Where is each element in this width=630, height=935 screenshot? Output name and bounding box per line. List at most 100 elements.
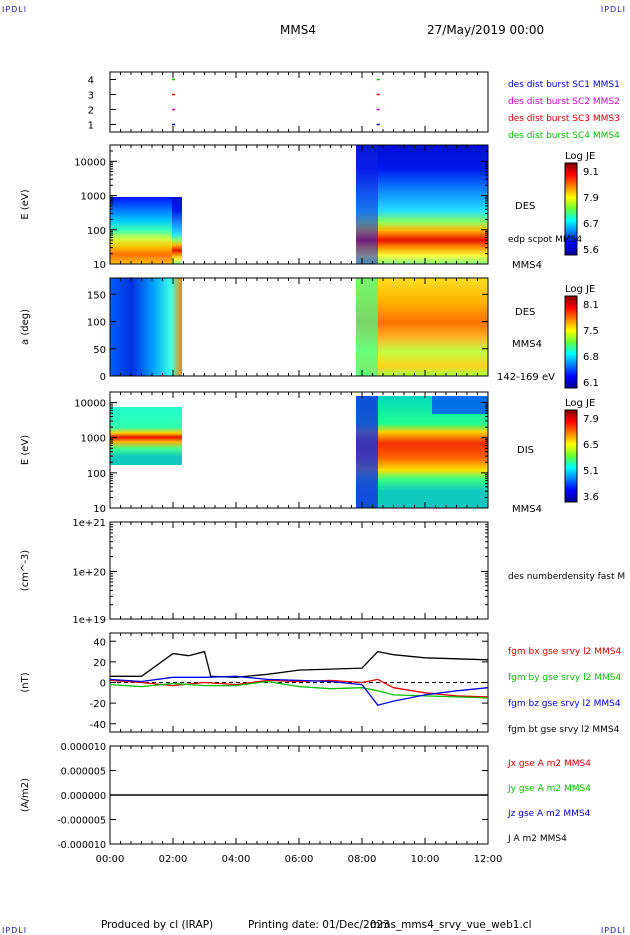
des-energy-ytick-label: 10000	[74, 157, 106, 168]
fgm-series-line	[110, 650, 489, 678]
dis-energy-colorbar-tick: 3.6	[583, 492, 599, 503]
des-energy-ytick-label: 1000	[81, 192, 106, 203]
des-energy-block-early	[110, 197, 172, 264]
fgm-ytick-label: 20	[93, 658, 106, 669]
burst-ytick-label: 1	[88, 121, 94, 132]
x-tick-label: 10:00	[411, 854, 440, 865]
dis-energy-colorbar-title: Log JE	[565, 398, 595, 409]
des-energy-colorbar-tick: 5.6	[583, 245, 599, 256]
des-energy-colorbar-tick: 6.7	[583, 219, 599, 230]
x-tick-label: 06:00	[285, 854, 314, 865]
corner-label-bottom-right: IPDLI	[600, 926, 626, 935]
des-pitch-spectrogram	[110, 278, 488, 376]
des-energy-ytick-label: 10	[93, 260, 106, 271]
density-ytick-label: 1e+20	[72, 568, 106, 579]
dis-energy-ytick-label: 100	[87, 469, 106, 480]
des-pitch-ytick-label: 0	[100, 372, 106, 383]
des-pitch-block-early	[110, 278, 182, 376]
burst-legend-entry: des dist burst SC3 MMS3	[508, 114, 620, 124]
dis-energy-label: DIS	[517, 445, 534, 456]
current-legend-entry: Jz gse A m2 MMS4	[507, 809, 591, 819]
density-panel-frame	[109, 521, 489, 620]
x-tick-label: 04:00	[222, 854, 251, 865]
fgm-series-line	[109, 680, 489, 699]
dis-energy-colorbar	[564, 409, 578, 503]
printing-date: Printing date: 01/Dec/2023	[248, 919, 390, 931]
dis-energy-colorbar-tick: 5.1	[583, 466, 599, 477]
fgm-legend-entry: fgm by gse srvy l2 MMS4	[508, 673, 621, 683]
fgm-ytick-label: 0	[100, 679, 106, 690]
datetime-title: 27/May/2019 00:00	[427, 23, 545, 37]
fgm-ytick-label: 40	[93, 637, 106, 648]
dis-energy-ytick-label: 10	[93, 504, 106, 515]
des-energy-colorbar-title: Log JE	[565, 151, 595, 162]
dis-energy-block-gap	[356, 396, 378, 508]
density-legend-entry: des numberdensity fast M	[508, 572, 625, 582]
fgm-ylabel: (nT)	[20, 672, 31, 692]
des-energy-spectrogram	[110, 145, 488, 264]
dis-energy-colorbar-tick: 7.9	[583, 414, 599, 425]
burst-panel-frame	[109, 71, 489, 133]
fgm-legend-entry: fgm bt gse srvy l2 MMS4	[508, 725, 620, 735]
current-legend-entry: Jy gse A m2 MMS4	[507, 784, 591, 794]
fgm-ytick-label: -20	[90, 699, 106, 710]
dis-energy-bottom-label: MMS4	[512, 504, 542, 515]
script-name: mms_mms4_srvy_vue_web1.cl	[370, 919, 532, 931]
des-energy-ylabel: E (eV)	[20, 189, 31, 219]
fgm-series-line	[109, 675, 489, 706]
des-pitch-colorbar	[564, 295, 578, 389]
dis-energy-colorbar-tick: 6.5	[583, 440, 599, 451]
current-ytick-label: 0.000000	[61, 791, 106, 802]
current-ytick-label: 0.000005	[61, 767, 106, 778]
burst-legend-entry: des dist burst SC4 MMS4	[508, 131, 620, 141]
density-ylabel: (cm^-3)	[20, 550, 31, 591]
des-energy-colorbar-tick: 9.1	[583, 167, 599, 178]
current-ytick-label: -0.000005	[57, 816, 106, 827]
des-energy-block-early-edge	[172, 197, 182, 264]
des-pitch-bottom-label: 142-169 eV	[497, 372, 555, 383]
dis-energy-block-top	[432, 396, 488, 414]
des-energy-colorbar	[564, 162, 578, 256]
burst-legend-entry: des dist burst SC1 MMS1	[508, 80, 620, 90]
des-pitch-colorbar-tick: 8.1	[583, 300, 599, 311]
dis-energy-ylabel: E (eV)	[20, 435, 31, 465]
density-ytick-label: 1e+21	[72, 518, 106, 529]
des-pitch-colorbar-tick: 7.5	[583, 326, 599, 337]
current-legend-entry: J A m2 MMS4	[507, 834, 567, 844]
produced-by: Produced by cl (IRAP)	[101, 919, 214, 931]
spacecraft-title: MMS4	[280, 23, 316, 37]
fgm-legend-entry: fgm bz gse srvy l2 MMS4	[508, 699, 621, 709]
des-pitch-colorbar-title: Log JE	[565, 284, 595, 295]
dis-energy-spectrogram	[110, 396, 488, 508]
des-pitch-block-gap	[356, 278, 378, 376]
density-ytick-label: 1e+19	[72, 615, 106, 626]
dis-energy-ytick-label: 1000	[81, 434, 106, 445]
des-pitch-ytick-label: 50	[93, 345, 106, 356]
des-energy-label: DES	[515, 201, 535, 212]
des-energy-bottom-label: MMS4	[512, 260, 542, 271]
des-energy-sublabel: edp scpot MMS4	[508, 235, 582, 245]
corner-label-bottom-left: IPDLI	[2, 926, 28, 935]
corner-label-top-left: IPDLI	[2, 5, 28, 14]
burst-legend-entry: des dist burst SC2 MMS2	[508, 97, 620, 107]
dis-energy-block-early	[110, 407, 182, 465]
des-energy-ytick-label: 100	[87, 226, 106, 237]
des-pitch-colorbar-tick: 6.8	[583, 352, 599, 363]
des-energy-block-gap	[356, 145, 378, 264]
x-tick-label: 02:00	[159, 854, 188, 865]
fgm-ytick-label: -40	[90, 720, 106, 731]
x-tick-label: 12:00	[474, 854, 503, 865]
burst-ytick-label: 3	[88, 91, 94, 102]
dis-energy-ytick-label: 10000	[74, 399, 106, 410]
current-legend-entry: Jx gse A m2 MMS4	[507, 759, 591, 769]
current-ylabel: (A/m2)	[20, 778, 31, 812]
x-tick-label: 08:00	[348, 854, 377, 865]
x-tick-label: 00:00	[96, 854, 125, 865]
des-pitch-ylabel: a (deg)	[20, 309, 31, 345]
burst-ytick-label: 4	[88, 76, 94, 87]
corner-label-top-right: IPDLI	[600, 5, 626, 14]
fgm-legend-entry: fgm bx gse srvy l2 MMS4	[508, 647, 621, 657]
des-pitch-colorbar-tick: 6.1	[583, 378, 599, 389]
burst-ytick-label: 2	[88, 106, 94, 117]
